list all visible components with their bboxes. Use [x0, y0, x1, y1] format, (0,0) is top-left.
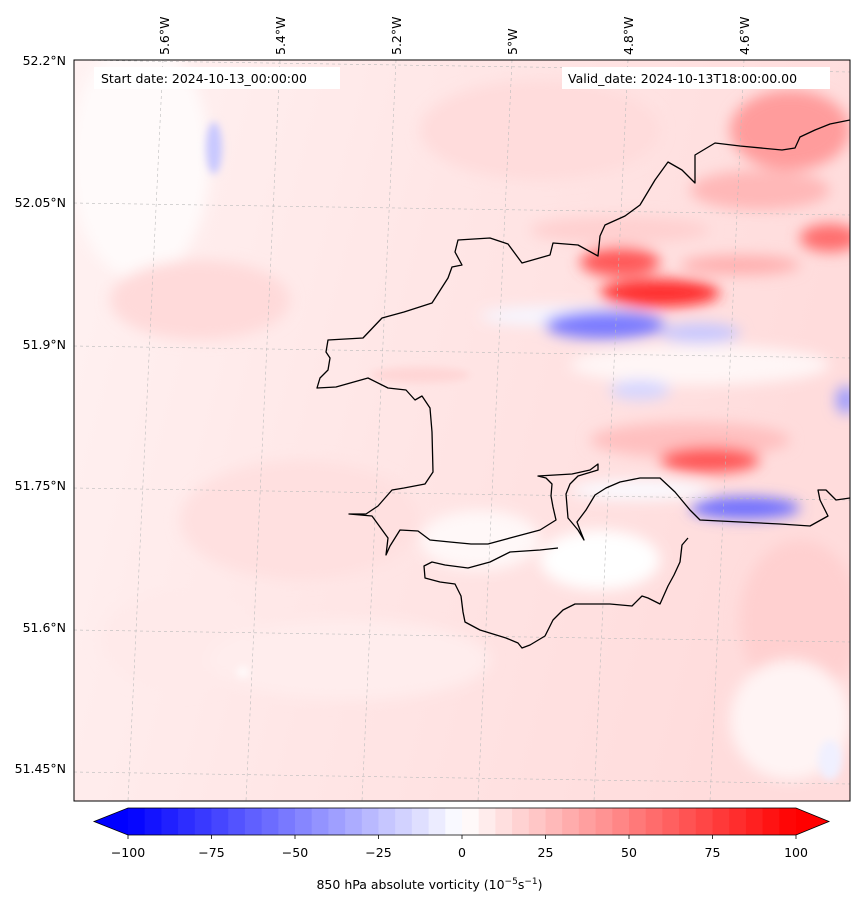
colorbar-level [495, 808, 513, 835]
colorbar-level [595, 808, 613, 835]
colorbar-level [612, 808, 630, 835]
lon-label: 4.8°W [621, 17, 636, 56]
lon-label: 4.6°W [737, 17, 752, 56]
colorbar-high-extend [796, 808, 829, 835]
valid-date-text: Valid_date: 2024-10-13T18:00:00.00 [568, 71, 797, 86]
colorbar-level [462, 808, 480, 835]
colorbar-title: 850 hPa absolute vorticity (10−5s−1) [316, 877, 543, 893]
vorticity-field-blobs [74, 60, 850, 780]
colorbar-level [194, 808, 212, 835]
colorbar-level [528, 808, 546, 835]
colorbar-level [762, 808, 780, 835]
colorbar-level [161, 808, 179, 835]
coastline-north [316, 119, 850, 556]
colorbar-level [278, 808, 296, 835]
map-frame [73, 59, 851, 802]
colorbar-level [779, 808, 797, 835]
colorbar-level [211, 808, 229, 835]
start-date-text: Start date: 2024-10-13_00:00:00 [101, 71, 307, 86]
colorbar-tick-label: 75 [705, 845, 721, 860]
colorbar-level [395, 808, 413, 835]
colorbar-level [578, 808, 597, 835]
start-date-banner: Start date: 2024-10-13_00:00:00 [94, 67, 340, 89]
colorbar-level [144, 808, 162, 835]
lon-label: 5.6°W [157, 17, 172, 56]
colorbar-level [411, 808, 430, 835]
colorbar-low-extend [94, 808, 128, 835]
small-vorticity-features [206, 122, 842, 780]
colorbar-tick-label: −75 [198, 845, 224, 860]
colorbar-level [261, 808, 279, 835]
colorbar-tick-label: −50 [282, 845, 308, 860]
lat-label: 51.9°N [23, 337, 66, 352]
colorbar-level [244, 808, 263, 835]
colorbar-level [745, 808, 764, 835]
lon-label: 5.2°W [389, 17, 404, 56]
colorbar-level [512, 808, 530, 835]
colorbar-level [328, 808, 346, 835]
colorbar-level [562, 808, 580, 835]
colorbar-level [445, 808, 463, 835]
colorbar-level [729, 808, 747, 835]
gridlines [74, 60, 850, 801]
lat-label: 52.2°N [23, 53, 66, 68]
colorbar-tick-label: 0 [458, 845, 466, 860]
lat-label: 51.45°N [15, 761, 66, 776]
colorbar-level [629, 808, 647, 835]
colorbar-level [645, 808, 663, 835]
colorbar-tick-label: 25 [538, 845, 554, 860]
coastline [316, 119, 850, 649]
colorbar-level [345, 808, 363, 835]
colorbar-level [679, 808, 697, 835]
map-panel [74, 60, 850, 801]
colorbar-level [545, 808, 563, 835]
lon-label: 5.4°W [273, 17, 288, 56]
colorbar-level [228, 808, 246, 835]
colorbar-segments [128, 808, 797, 835]
colorbar-tick-label: 50 [621, 845, 637, 860]
colorbar-level [378, 808, 396, 835]
lat-label: 51.75°N [15, 478, 66, 493]
colorbar-level [662, 808, 680, 835]
colorbar-tick-label: −100 [111, 845, 145, 860]
colorbar-level [311, 808, 329, 835]
colorbar-tick-label: −25 [365, 845, 391, 860]
colorbar-level [361, 808, 379, 835]
colorbar-level [428, 808, 446, 835]
colorbar-level [295, 808, 313, 835]
colorbar-level [178, 808, 196, 835]
colorbar-ticks: −100 −75 −50 −25 0 25 50 75 100 [111, 835, 808, 860]
longitude-labels: 5.6°W 5.4°W 5.2°W 5°W 4.8°W 4.6°W [157, 17, 752, 56]
colorbar-level [712, 808, 730, 835]
lon-label: 5°W [505, 28, 520, 55]
colorbar-tick-label: 100 [784, 845, 808, 860]
coastline-south [423, 537, 689, 649]
colorbar: −100 −75 −50 −25 0 25 50 75 100 [92, 807, 831, 860]
colorbar-level [478, 808, 496, 835]
latitude-labels: 52.2°N 52.05°N 51.9°N 51.75°N 51.6°N 51.… [15, 53, 66, 776]
lat-label: 52.05°N [15, 195, 66, 210]
valid-date-banner: Valid_date: 2024-10-13T18:00:00.00 [562, 67, 830, 89]
lat-label: 51.6°N [23, 620, 66, 635]
colorbar-level [128, 808, 146, 835]
colorbar-level [695, 808, 713, 835]
